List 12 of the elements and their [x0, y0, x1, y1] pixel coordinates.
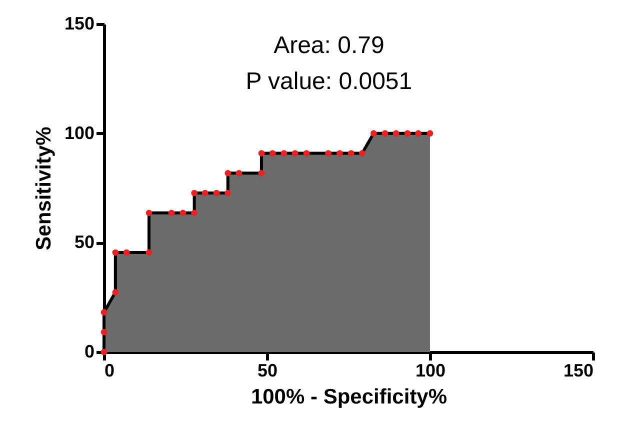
- x-tick-label: 50: [257, 360, 278, 380]
- y-tick-label: 150: [64, 14, 94, 34]
- y-tick-label: 100: [64, 122, 94, 143]
- x-axis-title: 100% - Specificity%: [250, 386, 448, 408]
- annotation: Area: 0.79: [274, 32, 384, 59]
- x-tick-label: 0: [104, 360, 115, 380]
- annotation: P value: 0.0051: [246, 68, 412, 95]
- y-tick-label: 0: [84, 342, 94, 362]
- x-tick-label: 100: [415, 360, 446, 380]
- y-tick-label: 50: [74, 232, 94, 252]
- y-axis-title: Sensitivity%: [32, 126, 56, 250]
- x-tick-label: 150: [563, 360, 594, 380]
